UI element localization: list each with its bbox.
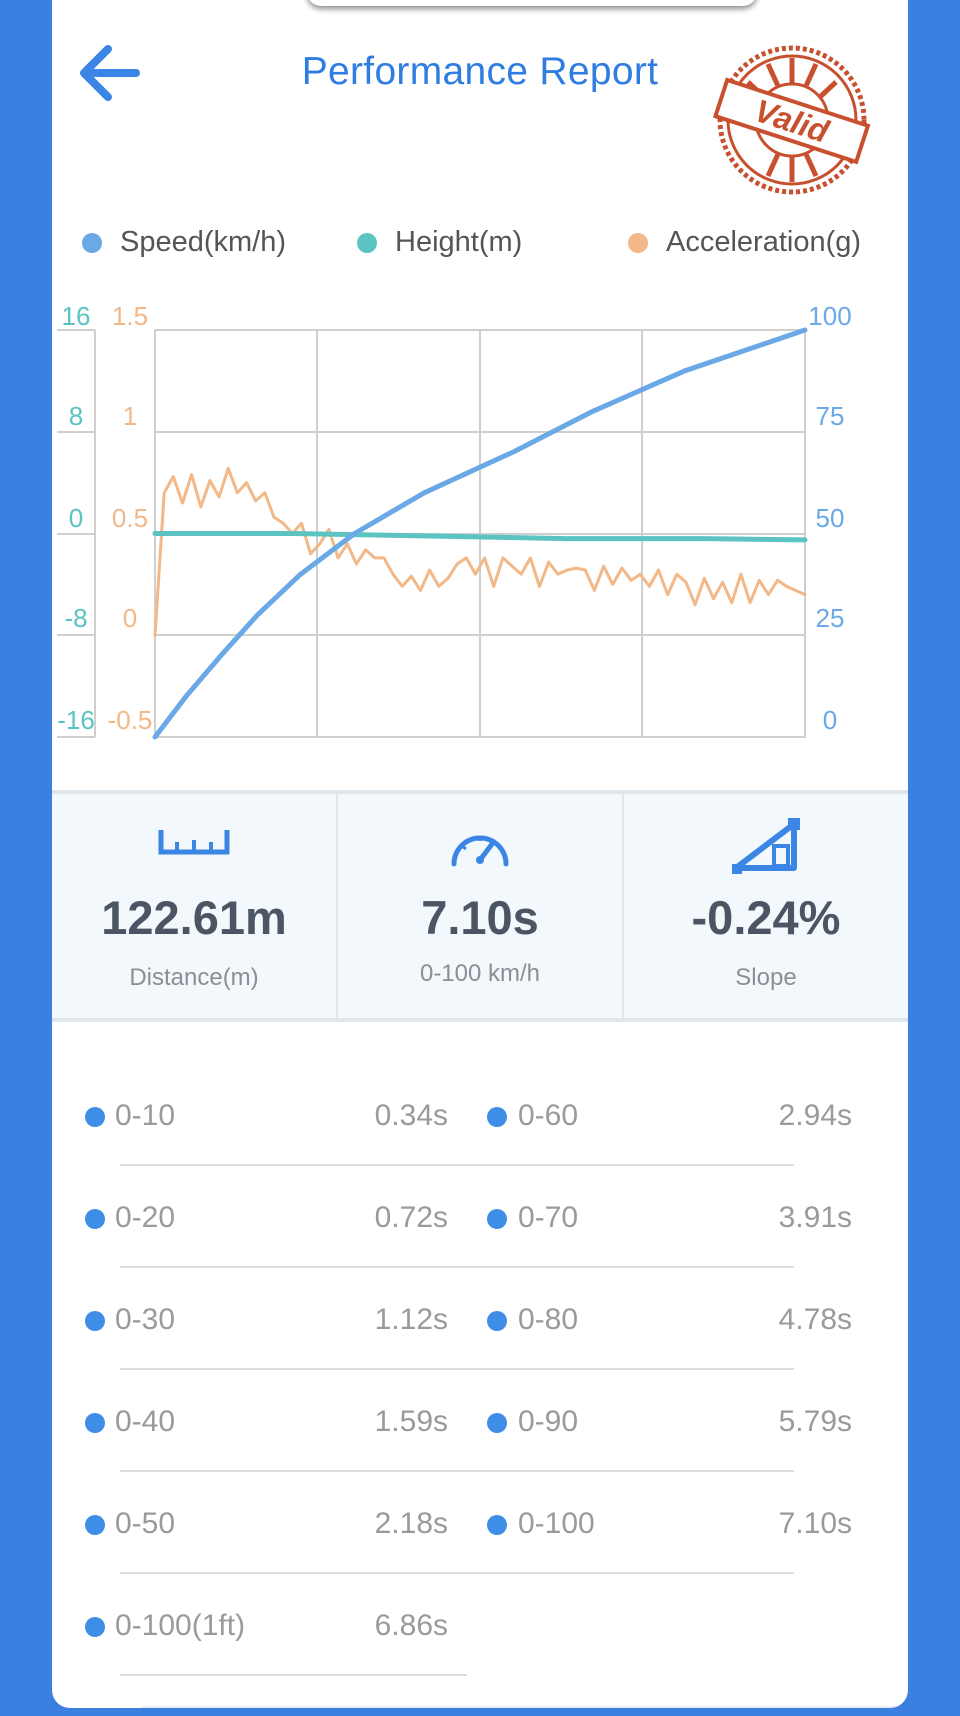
chart-legend: Speed(km/h) Height(m) Acceleration(g) bbox=[52, 226, 908, 266]
sheet-handle[interactable] bbox=[307, 0, 757, 6]
split-value: 2.18s bbox=[374, 1507, 448, 1540]
split-value: 1.12s bbox=[374, 1303, 448, 1336]
split-dot-icon bbox=[85, 1107, 105, 1127]
slope-icon bbox=[732, 818, 800, 874]
split-label: 0-40 bbox=[115, 1405, 176, 1438]
height-dot-icon bbox=[357, 232, 377, 253]
summary-stats: 122.61m Distance(m) 7.10s 0-100 km/h -0.… bbox=[52, 790, 908, 1022]
split-label: 0-60 bbox=[518, 1099, 579, 1132]
speed-tick-label: 100 bbox=[808, 301, 851, 331]
arrow-left-icon bbox=[80, 45, 140, 101]
time-label: 0-100 km/h bbox=[419, 960, 541, 987]
split-label: 0-50 bbox=[115, 1507, 176, 1540]
split-dot-icon bbox=[487, 1107, 507, 1127]
split-dot-icon bbox=[85, 1617, 105, 1637]
split-value: 4.78s bbox=[778, 1303, 852, 1336]
split-dot-icon bbox=[85, 1311, 105, 1331]
split-value: 0.34s bbox=[374, 1099, 448, 1132]
split-label: 0-70 bbox=[518, 1201, 579, 1234]
speed-tick-label: 75 bbox=[816, 401, 845, 431]
acceleration-tick-label: 0 bbox=[123, 603, 137, 633]
legend-acceleration[interactable]: Acceleration(g) bbox=[628, 226, 861, 259]
height-tick-label: 0 bbox=[69, 503, 83, 533]
acceleration-tick-label: 1.5 bbox=[112, 301, 148, 331]
legend-label: Speed(km/h) bbox=[120, 226, 287, 258]
legend-label: Height(m) bbox=[395, 226, 523, 258]
split-label: 0-80 bbox=[518, 1303, 579, 1336]
split-dot-icon bbox=[487, 1209, 507, 1229]
split-value: 1.59s bbox=[374, 1405, 448, 1438]
speedometer-icon bbox=[451, 835, 509, 867]
height-tick-label: -16 bbox=[57, 705, 95, 735]
height-tick-label: 16 bbox=[62, 301, 91, 331]
distance-label: Distance(m) bbox=[129, 964, 259, 991]
height-line bbox=[152, 531, 808, 543]
stat-time: 7.10s 0-100 km/h bbox=[336, 794, 622, 1018]
speed-tick-label: 0 bbox=[823, 705, 837, 735]
split-dot-icon bbox=[487, 1413, 507, 1433]
performance-chart[interactable]: 16 8 0 -8 -16 1.5 1 0.5 0 -0.5 100 75 50 25 0 bbox=[52, 290, 908, 750]
height-tick-label: 8 bbox=[69, 401, 83, 431]
split-label: 0-10 bbox=[115, 1099, 176, 1132]
acceleration-dot-icon bbox=[628, 232, 648, 253]
height-tick-label: -8 bbox=[64, 603, 87, 633]
row-divider bbox=[120, 1368, 794, 1370]
split-value: 3.91s bbox=[778, 1201, 852, 1234]
stat-slope: -0.24% Slope bbox=[622, 794, 908, 1018]
bottom-tab-edge bbox=[142, 1706, 908, 1708]
ruler-icon bbox=[158, 830, 230, 855]
split-label: 0-100(1ft) bbox=[115, 1609, 246, 1642]
speed-tick-label: 50 bbox=[816, 503, 845, 533]
split-dot-icon bbox=[85, 1515, 105, 1535]
split-label: 0-20 bbox=[115, 1201, 176, 1234]
report-card: Performance Report Valid bbox=[52, 0, 908, 1708]
split-label: 0-90 bbox=[518, 1405, 579, 1438]
split-label: 0-100 bbox=[518, 1507, 595, 1540]
chart-lines bbox=[152, 327, 808, 740]
distance-value: 122.61m bbox=[101, 891, 287, 944]
split-value: 5.79s bbox=[778, 1405, 852, 1438]
speed-tick-label: 25 bbox=[816, 603, 845, 633]
stat-distance: 122.61m Distance(m) bbox=[52, 794, 336, 1018]
split-dot-icon bbox=[85, 1413, 105, 1433]
split-value: 2.94s bbox=[778, 1099, 852, 1132]
acceleration-tick-label: -0.5 bbox=[108, 705, 153, 735]
split-value: 7.10s bbox=[778, 1507, 852, 1540]
page-title: Performance Report bbox=[301, 50, 659, 93]
row-divider bbox=[120, 1266, 794, 1268]
acceleration-tick-label: 0.5 bbox=[112, 503, 148, 533]
legend-speed[interactable]: Speed(km/h) bbox=[82, 226, 286, 259]
row-divider bbox=[120, 1572, 794, 1574]
row-divider bbox=[120, 1470, 794, 1472]
row-divider bbox=[120, 1164, 794, 1166]
time-value: 7.10s bbox=[421, 891, 539, 944]
split-value: 6.86s bbox=[374, 1609, 448, 1642]
acceleration-line bbox=[153, 466, 807, 637]
legend-label: Acceleration(g) bbox=[666, 226, 862, 258]
speed-dot-icon bbox=[82, 232, 102, 253]
back-button[interactable] bbox=[74, 40, 146, 106]
split-value: 0.72s bbox=[374, 1201, 448, 1234]
split-dot-icon bbox=[85, 1209, 105, 1229]
valid-stamp: Valid bbox=[712, 42, 872, 202]
split-dot-icon bbox=[487, 1311, 507, 1331]
slope-label: Slope bbox=[735, 964, 797, 991]
split-dot-icon bbox=[487, 1515, 507, 1535]
chart-ticks: 16 8 0 -8 -16 1.5 1 0.5 0 -0.5 100 75 50 25 0 bbox=[57, 301, 851, 735]
speed-line bbox=[152, 327, 808, 740]
slope-value: -0.24% bbox=[691, 891, 841, 944]
split-label: 0-30 bbox=[115, 1303, 176, 1336]
legend-height[interactable]: Height(m) bbox=[357, 226, 522, 259]
row-divider bbox=[120, 1674, 467, 1676]
acceleration-tick-label: 1 bbox=[123, 401, 137, 431]
